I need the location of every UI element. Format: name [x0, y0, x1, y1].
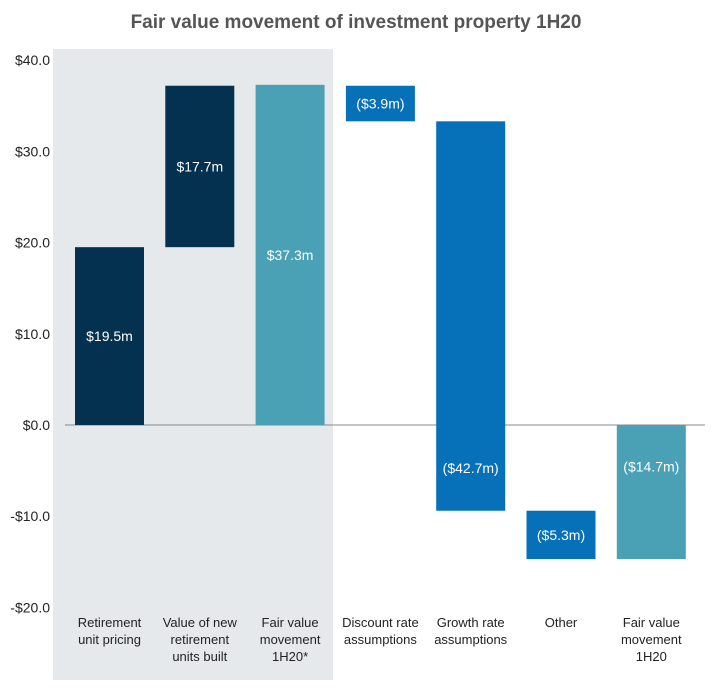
bar [436, 121, 506, 511]
y-tick-label: -$10.0 [10, 508, 50, 524]
category-label: movement [260, 632, 321, 647]
y-tick-label: $20.0 [15, 235, 50, 251]
y-tick-label: $30.0 [15, 143, 50, 159]
data-label: $19.5m [86, 328, 133, 344]
bar [255, 84, 325, 425]
category-label: 1H20 [636, 649, 667, 664]
y-tick-label: $40.0 [15, 52, 50, 68]
category-label: unit pricing [78, 632, 141, 647]
category-label: Retirement [78, 615, 142, 630]
category-label: movement [621, 632, 682, 647]
category-label: Growth rate [437, 615, 505, 630]
y-tick-label: -$20.0 [10, 599, 50, 615]
category-label: assumptions [434, 632, 507, 647]
category-label: retirement [171, 632, 230, 647]
category-label: Fair value [262, 615, 319, 630]
data-label: ($42.7m) [443, 460, 499, 476]
y-tick-label: $10.0 [15, 326, 50, 342]
data-label: ($3.9m) [356, 96, 404, 112]
category-label: Value of new [163, 615, 238, 630]
bar [345, 85, 415, 122]
bar [526, 510, 596, 560]
data-label: $17.7m [176, 158, 223, 174]
bar [165, 85, 235, 248]
data-label: ($5.3m) [537, 527, 585, 543]
category-label: 1H20* [272, 649, 308, 664]
bar [75, 247, 144, 425]
data-label: $37.3m [267, 247, 314, 263]
category-label: Fair value [623, 615, 680, 630]
category-label: Other [545, 615, 578, 630]
y-tick-label: $0.0 [23, 417, 50, 433]
bar [616, 425, 686, 560]
data-label: ($14.7m) [623, 459, 679, 475]
category-label: Discount rate [342, 615, 419, 630]
category-label: assumptions [344, 632, 417, 647]
chart-title: Fair value movement of investment proper… [131, 12, 582, 33]
category-label: units built [172, 649, 227, 664]
